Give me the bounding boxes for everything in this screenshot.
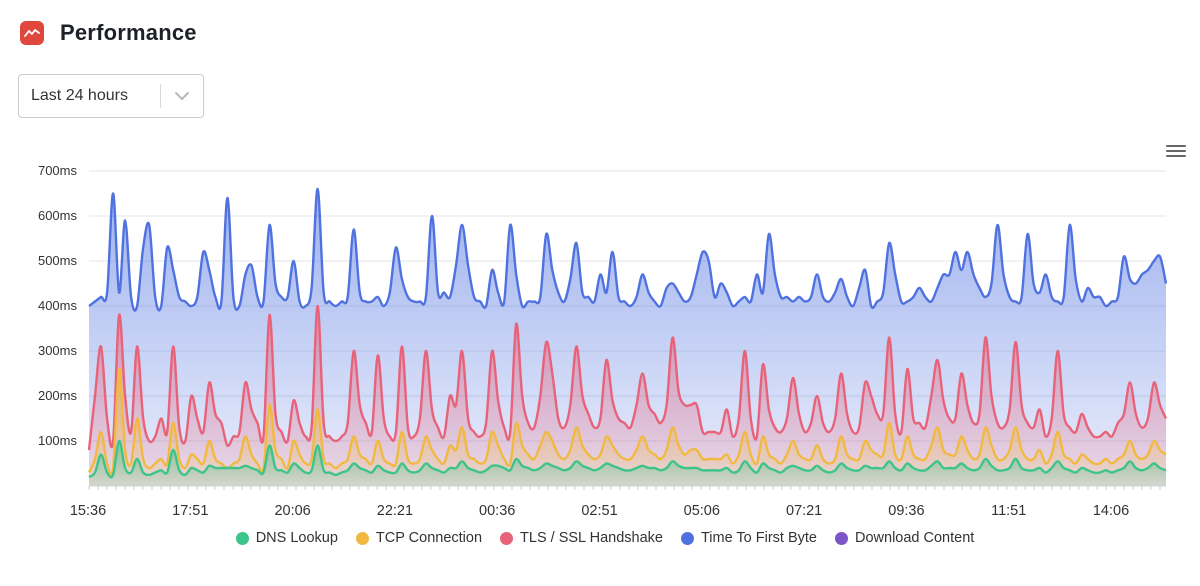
x-tick-label: 20:06 [274,503,310,519]
select-divider [160,84,161,108]
y-tick-label: 500ms [38,253,78,268]
legend-item-download-content[interactable]: Download Content [835,530,974,546]
x-tick-label: 00:36 [479,503,515,519]
legend-item-dns-lookup[interactable]: DNS Lookup [235,530,338,546]
x-tick-label: 17:51 [172,503,208,519]
hamburger-menu-icon[interactable] [1164,142,1188,162]
y-tick-label: 600ms [38,208,78,223]
time-range-select[interactable]: Last 24 hours [18,74,204,118]
series-area-tls-ssl-handshake [89,305,1166,486]
legend-item-tcp-connection[interactable]: TCP Connection [355,530,483,546]
x-tick-label: 07:21 [786,503,822,519]
y-tick-label: 100ms [38,433,78,448]
legend-dot-icon [235,531,249,545]
legend-dot-icon [355,531,369,545]
legend-label: Download Content [855,530,975,546]
series-areas [87,187,1168,486]
time-range-value: Last 24 hours [31,87,128,104]
legend-label: Time To First Byte [700,530,817,546]
x-tick-label: 02:51 [581,503,617,519]
page-header: Performance [20,18,197,48]
legend-item-tls-ssl-handshake[interactable]: TLS / SSL Handshake [500,530,663,546]
series-line-dns-lookup[interactable] [88,439,1167,479]
chart-legend: DNS Lookup TCP Connection TLS / SSL Handsh… [0,527,1200,549]
x-tick-label: 11:51 [991,503,1026,519]
x-tick-label: 22:21 [377,503,413,519]
series-area-tcp-connection [89,368,1166,486]
page-title: Performance [60,20,197,45]
series-area-dns-lookup [89,440,1166,486]
x-tick-label: 09:36 [888,503,924,519]
legend-dot-icon [835,531,848,545]
legend-dot-icon [680,531,694,545]
series-line-time-to-first-byte[interactable] [88,187,1168,312]
legend-label: TCP Connection [375,530,483,546]
x-tick-label: 15:36 [70,503,106,519]
legend-item-time-to-first-byte[interactable]: Time To First Byte [680,530,817,546]
x-tick-label: 14:06 [1093,503,1129,519]
y-tick-label: 300ms [38,343,78,358]
y-tick-label: 200ms [38,388,78,403]
chevron-down-icon[interactable] [161,91,203,101]
performance-chart: 100ms 200ms 300ms 400ms 500ms 600ms 700ms 15:36… [38,163,1168,519]
series-line-tcp-connection[interactable] [87,367,1167,477]
legend-label: DNS Lookup [255,530,338,546]
chart-line-icon [20,21,44,45]
legend-dot-icon [500,531,514,545]
legend-label: TLS / SSL Handshake [520,530,663,546]
axes: 100ms 200ms 300ms 400ms 500ms 600ms 700ms 15:36… [38,163,1166,519]
series-line-tls-ssl-handshake[interactable] [87,304,1168,451]
y-tick-label: 700ms [38,163,78,178]
y-tick-label: 400ms [38,298,78,313]
x-tick-label: 05:06 [684,503,720,519]
